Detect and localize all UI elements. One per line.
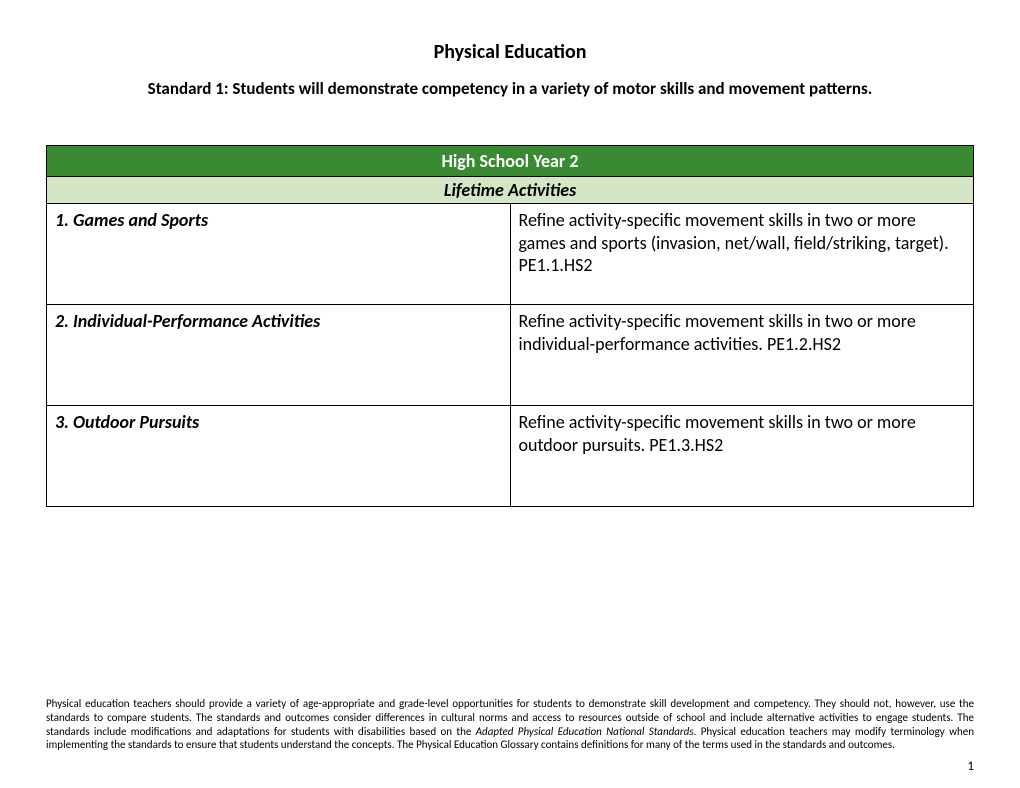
page-title: Physical Education <box>46 40 974 64</box>
standard-line: Standard 1: Students will demonstrate co… <box>46 78 974 99</box>
row-description: Refine activity-specific movement skills… <box>510 406 974 507</box>
page-number: 1 <box>967 759 974 774</box>
row-label: 2. Individual-Performance Activities <box>47 305 511 406</box>
row-label: 3. Outdoor Pursuits <box>47 406 511 507</box>
row-label: 1. Games and Sports <box>47 204 511 305</box>
table-header-row-1: High School Year 2 <box>47 146 974 177</box>
footnote-text: Physical education teachers should provi… <box>46 697 974 752</box>
table-header-row-2: Lifetime Activities <box>47 177 974 204</box>
table-row: 3. Outdoor Pursuits Refine activity-spec… <box>47 406 974 507</box>
category-header: Lifetime Activities <box>47 177 974 204</box>
grade-level-header: High School Year 2 <box>47 146 974 177</box>
standards-table: High School Year 2 Lifetime Activities 1… <box>46 145 974 507</box>
footnote-italic: Adapted Physical Education National Stan… <box>476 725 694 738</box>
table-row: 2. Individual-Performance Activities Ref… <box>47 305 974 406</box>
table-row: 1. Games and Sports Refine activity-spec… <box>47 204 974 305</box>
row-description: Refine activity-specific movement skills… <box>510 204 974 305</box>
document-page: Physical Education Standard 1: Students … <box>0 0 1020 788</box>
row-description: Refine activity-specific movement skills… <box>510 305 974 406</box>
